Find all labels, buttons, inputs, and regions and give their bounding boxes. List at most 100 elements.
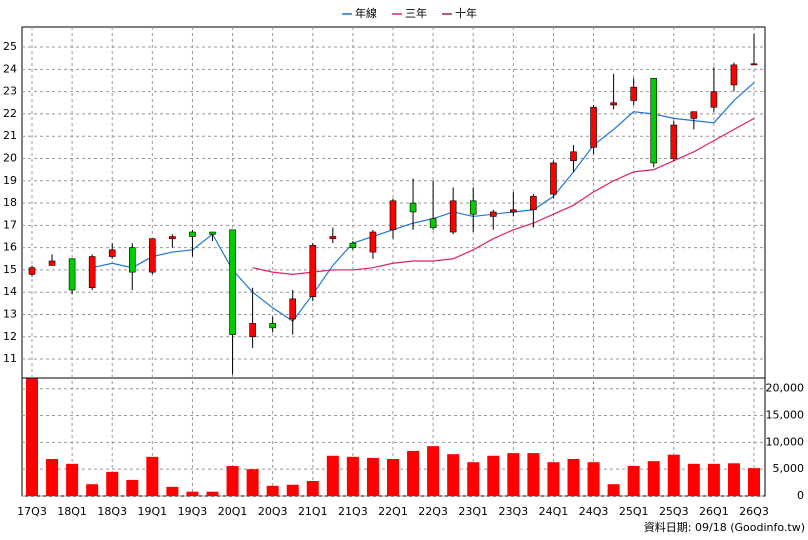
volume-bar	[46, 458, 59, 496]
y-tick-label: 22	[3, 107, 17, 120]
volume-bar	[647, 461, 660, 496]
candle-body	[469, 200, 477, 215]
candle-body	[590, 106, 597, 148]
volume-bar	[687, 463, 700, 496]
x-tick-label: 19Q3	[178, 505, 208, 518]
candle-body	[28, 267, 36, 275]
candle-body	[730, 64, 738, 86]
candle-body	[750, 63, 758, 66]
x-tick-label: 25Q1	[619, 505, 649, 518]
legend-label: 年線	[355, 6, 377, 20]
volume-bar	[66, 463, 79, 496]
legend-label: 三年	[405, 6, 427, 20]
volume-bar	[547, 462, 560, 496]
candle-body	[189, 231, 196, 237]
y-tick-label: 13	[3, 307, 17, 320]
y-tick-label: 19	[3, 174, 17, 187]
candle-body	[68, 258, 76, 291]
candle-body	[289, 298, 297, 320]
y2-tick-label: 10,000	[766, 435, 805, 448]
candle-body	[570, 151, 577, 162]
volume-bar	[206, 491, 219, 496]
y-tick-label: 18	[3, 196, 17, 209]
x-tick-label: 26Q1	[699, 505, 729, 518]
x-tick-label: 25Q3	[659, 505, 689, 518]
volume-bar	[126, 479, 139, 496]
y-tick-label: 25	[3, 40, 17, 53]
candle-body	[108, 249, 116, 257]
volume-bar	[226, 465, 239, 496]
candle-body	[209, 231, 216, 235]
volume-bar	[527, 453, 540, 496]
x-tick-label: 24Q3	[579, 505, 609, 518]
volume-bar	[166, 486, 179, 496]
x-tick-label: 21Q1	[298, 505, 328, 518]
volume-bar	[346, 456, 359, 496]
candle-body	[149, 238, 156, 273]
y-tick-label: 21	[3, 129, 17, 142]
candle-body	[269, 323, 276, 329]
volume-bar	[707, 463, 720, 496]
candle-body	[510, 209, 517, 213]
y-tick-label: 12	[3, 330, 17, 343]
volume-bar	[627, 465, 640, 496]
candle-body	[329, 236, 337, 240]
volume-bar	[366, 457, 379, 496]
y-tick-label: 20	[3, 151, 17, 164]
volume-bar	[186, 491, 199, 496]
volume-bar	[106, 471, 119, 496]
x-tick-label: 26Q3	[739, 505, 769, 518]
x-tick-label: 18Q1	[57, 505, 87, 518]
volume-bar	[587, 462, 600, 496]
x-tick-label: 18Q3	[97, 505, 127, 518]
y2-tick-label: 20,000	[766, 382, 805, 395]
volume-bar	[667, 454, 680, 496]
x-tick-label: 23Q3	[499, 505, 529, 518]
candle-body	[48, 260, 56, 266]
volume-bar	[567, 458, 580, 496]
volume-bar	[326, 455, 339, 496]
candle-body	[249, 323, 256, 338]
volume-bar	[727, 463, 740, 496]
candle-body	[409, 202, 417, 213]
volume-bar	[407, 450, 420, 496]
candle-body	[389, 200, 397, 231]
candle-body	[429, 218, 437, 228]
volume-bar	[266, 485, 279, 496]
y-tick-label: 23	[3, 85, 17, 98]
candle-body	[630, 86, 637, 101]
x-tick-label: 21Q3	[338, 505, 368, 518]
y2-tick-label: 5,000	[773, 462, 805, 475]
candle-body	[550, 162, 557, 195]
volume-bar	[387, 458, 399, 496]
volume-bar	[487, 455, 500, 496]
volume-bar	[306, 480, 319, 496]
y-tick-label: 17	[3, 218, 17, 231]
candle-body	[169, 236, 176, 240]
y-tick-label: 15	[3, 263, 17, 276]
candle-body	[690, 111, 698, 119]
y-tick-label: 11	[3, 352, 17, 365]
y-tick-label: 14	[3, 285, 17, 298]
volume-bar	[447, 454, 460, 496]
x-tick-label: 20Q3	[258, 505, 288, 518]
candle-body	[349, 242, 357, 248]
volume-bar	[748, 468, 760, 496]
legend-label: 十年	[455, 6, 477, 20]
y-tick-label: 24	[3, 62, 17, 75]
y-tick-label: 16	[3, 241, 17, 254]
candle-body	[530, 196, 537, 211]
candle-body	[449, 200, 457, 233]
candle-body	[309, 245, 317, 297]
candle-body	[489, 211, 497, 217]
x-tick-label: 23Q1	[458, 505, 488, 518]
y2-tick-label: 0	[797, 489, 804, 502]
x-tick-label: 22Q3	[418, 505, 448, 518]
candle-body	[88, 256, 96, 289]
candle-body	[128, 247, 136, 273]
x-tick-label: 19Q1	[138, 505, 168, 518]
volume-bar	[146, 456, 159, 496]
volume-bar	[246, 469, 259, 496]
ma-line	[92, 82, 755, 322]
